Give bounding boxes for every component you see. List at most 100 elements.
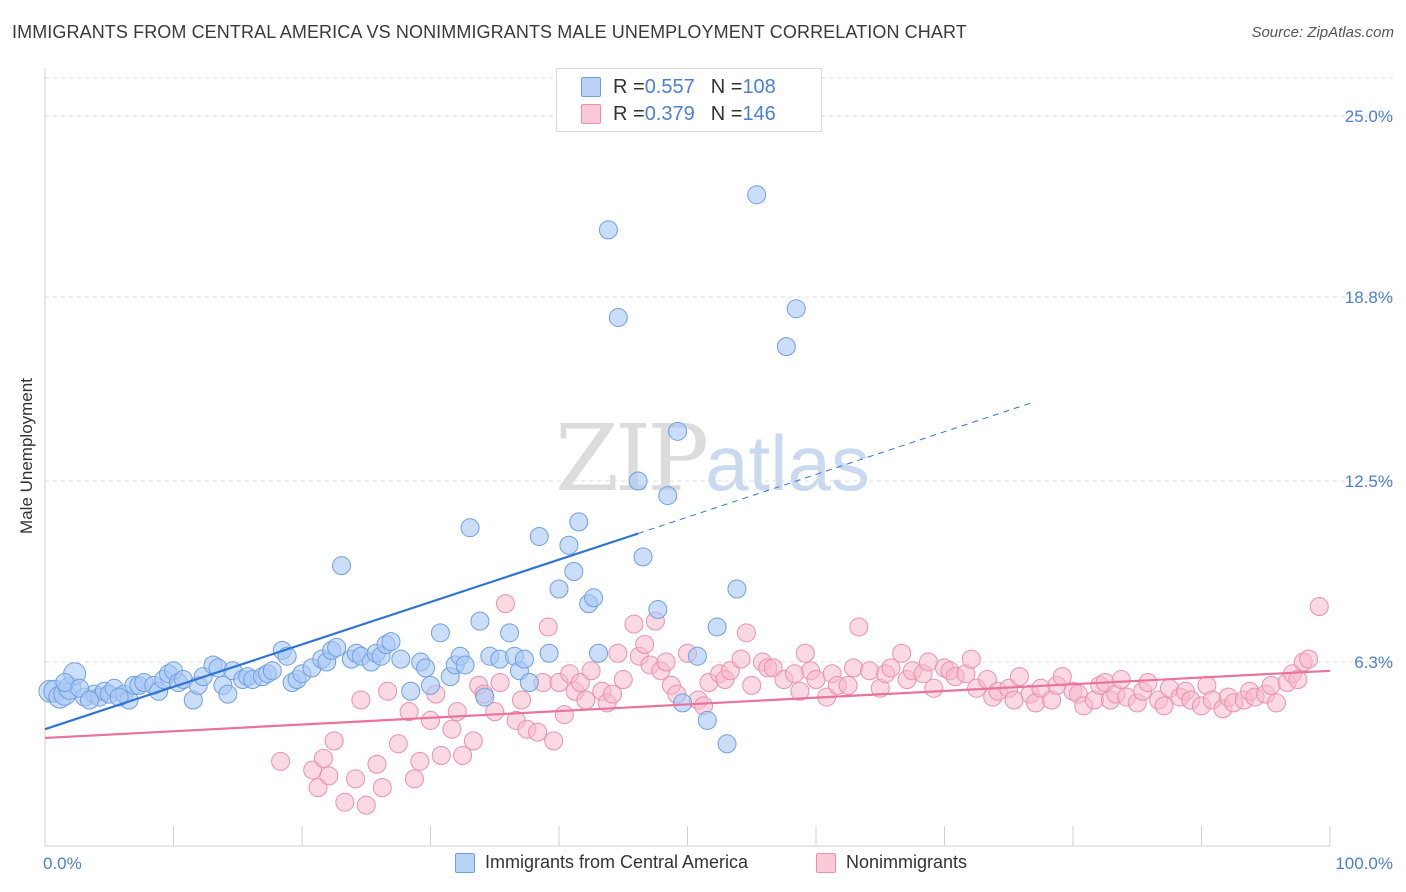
- data-point-nonimmigrants: [442, 719, 462, 739]
- legend-label-nonimmigrants: Nonimmigrants: [846, 852, 968, 872]
- axis-layer: [44, 68, 1331, 847]
- data-point-nonimmigrants: [918, 652, 938, 672]
- y-tick-label: 12.5%: [1345, 472, 1393, 491]
- data-point-central-america: [569, 512, 589, 532]
- data-point-nonimmigrants: [544, 731, 564, 751]
- data-point-central-america: [218, 684, 238, 704]
- source-label: Source: ZipAtlas.com: [1251, 24, 1394, 41]
- data-point-nonimmigrants: [1009, 667, 1029, 687]
- data-point-nonimmigrants: [1004, 690, 1024, 710]
- legend-r-value: 0.557: [644, 75, 695, 98]
- data-point-central-america: [668, 421, 688, 441]
- data-point-nonimmigrants: [624, 614, 644, 634]
- data-point-nonimmigrants: [399, 702, 419, 722]
- data-point-nonimmigrants: [1299, 649, 1319, 669]
- legend-r-label: R =: [613, 102, 645, 125]
- y-tick-label: 6.3%: [1354, 653, 1393, 672]
- data-point-nonimmigrants: [447, 702, 467, 722]
- trend-line-central-america-extension: [637, 401, 1034, 535]
- data-point-nonimmigrants: [1154, 696, 1174, 716]
- legend-n-value: 146: [742, 102, 776, 125]
- data-point-nonimmigrants: [843, 658, 863, 678]
- data-point-nonimmigrants: [351, 690, 371, 710]
- legend-item-central-america[interactable]: Immigrants from Central America: [455, 852, 748, 873]
- data-point-nonimmigrants: [319, 766, 339, 786]
- data-point-central-america: [776, 337, 796, 357]
- data-point-nonimmigrants: [1138, 672, 1158, 692]
- data-point-nonimmigrants: [838, 675, 858, 695]
- data-point-nonimmigrants: [431, 745, 451, 765]
- trend-line-nonimmigrants: [44, 669, 1331, 740]
- data-point-nonimmigrants: [656, 652, 676, 672]
- data-point-nonimmigrants: [404, 769, 424, 789]
- data-point-nonimmigrants: [806, 670, 826, 690]
- data-point-central-america: [697, 710, 717, 730]
- correlation-legend: R = 0.557 N = 108 R = 0.379 N = 146: [556, 68, 822, 132]
- y-tick-label: 25.0%: [1345, 107, 1393, 126]
- data-point-central-america: [539, 643, 559, 663]
- data-point-central-america: [455, 655, 475, 675]
- data-point-central-america: [391, 649, 411, 669]
- data-point-nonimmigrants: [1266, 693, 1286, 713]
- data-point-central-america: [727, 579, 747, 599]
- data-point-central-america: [262, 661, 282, 681]
- data-point-nonimmigrants: [528, 722, 548, 742]
- data-point-central-america: [747, 185, 767, 205]
- data-point-central-america: [707, 617, 727, 637]
- data-point-nonimmigrants: [463, 731, 483, 751]
- data-point-central-america: [109, 687, 129, 707]
- data-point-nonimmigrants: [892, 643, 912, 663]
- legend-swatch-central-america: [455, 852, 475, 873]
- data-point-central-america: [584, 588, 604, 608]
- legend-swatch-nonimmigrants: [816, 852, 836, 873]
- data-point-nonimmigrants: [603, 684, 623, 704]
- data-point-nonimmigrants: [608, 643, 628, 663]
- data-point-central-america: [549, 579, 569, 599]
- data-point-central-america: [559, 535, 579, 555]
- trend-line-central-america: [44, 532, 639, 731]
- data-point-central-america: [475, 687, 495, 707]
- legend-item-nonimmigrants[interactable]: Nonimmigrants: [816, 852, 967, 873]
- data-point-central-america: [717, 734, 737, 754]
- data-point-central-america: [332, 556, 352, 576]
- y-tick-label: 18.8%: [1345, 288, 1393, 307]
- data-point-central-america: [633, 547, 653, 567]
- watermark: ZIPatlas: [555, 405, 870, 512]
- data-point-central-america: [500, 623, 520, 643]
- data-point-nonimmigrants: [790, 681, 810, 701]
- data-point-nonimmigrants: [335, 792, 355, 812]
- data-point-nonimmigrants: [785, 664, 805, 684]
- legend-row-central-america: R = 0.557 N = 108: [581, 75, 776, 99]
- data-point-nonimmigrants: [736, 623, 756, 643]
- x-tick-label: 100.0%: [1335, 854, 1393, 873]
- data-point-central-america: [79, 690, 99, 710]
- legend-r-value: 0.379: [644, 102, 695, 125]
- nonimmigrants-points: [271, 594, 1329, 815]
- data-point-central-america: [786, 299, 806, 319]
- x-tick-label: 0.0%: [43, 854, 82, 873]
- data-point-central-america: [416, 658, 436, 678]
- series-legend: Immigrants from Central America Nonimmig…: [0, 852, 1406, 878]
- data-point-nonimmigrants: [495, 594, 515, 614]
- watermark-zip: ZIP: [555, 405, 709, 512]
- data-point-central-america: [648, 599, 668, 619]
- data-point-nonimmigrants: [372, 778, 392, 798]
- data-point-nonimmigrants: [881, 658, 901, 678]
- data-point-nonimmigrants: [512, 690, 532, 710]
- data-point-central-america: [381, 632, 401, 652]
- data-point-nonimmigrants: [1288, 670, 1308, 690]
- data-point-nonimmigrants: [1111, 670, 1131, 690]
- chart-title: IMMIGRANTS FROM CENTRAL AMERICA VS NONIM…: [12, 22, 967, 42]
- data-point-central-america: [430, 623, 450, 643]
- data-point-central-america: [519, 672, 539, 692]
- data-point-nonimmigrants: [356, 795, 376, 815]
- legend-swatch-central-america: [581, 77, 601, 97]
- data-point-nonimmigrants: [849, 617, 869, 637]
- data-point-central-america: [608, 307, 628, 327]
- data-point-nonimmigrants: [860, 661, 880, 681]
- data-point-central-america: [564, 562, 584, 582]
- data-point-nonimmigrants: [421, 710, 440, 730]
- trend-lines: [44, 401, 1331, 740]
- legend-label-central-america: Immigrants from Central America: [485, 852, 749, 872]
